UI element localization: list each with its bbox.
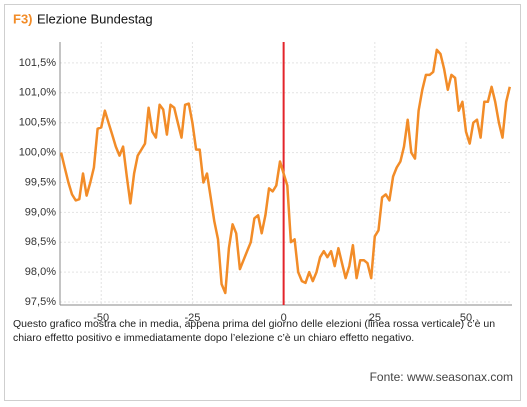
y-tick-label: 98,0% (25, 266, 56, 278)
chart-title: Elezione Bundestag (37, 11, 153, 26)
y-tick-label: 101,5% (19, 57, 57, 69)
x-tick-label: 0 (281, 312, 287, 324)
source: Fonte: www.seasonax.com (369, 370, 513, 384)
title-prefix: F3) (13, 11, 33, 26)
y-tick-label: 100,0% (19, 146, 57, 158)
x-tick-label: 50 (460, 312, 472, 324)
y-tick-label: 99,0% (25, 206, 56, 218)
y-tick-label: 101,0% (19, 87, 57, 99)
y-tick-label: 98,5% (25, 236, 56, 248)
note: Questo grafico mostra che in media, appe… (13, 318, 496, 344)
y-tick-label: 100,5% (19, 117, 57, 129)
x-tick-label: -25 (184, 312, 200, 324)
y-tick-label: 97,5% (25, 296, 56, 308)
frame (4, 4, 521, 401)
x-tick-label: -50 (93, 312, 109, 324)
x-tick-label: 25 (369, 312, 381, 324)
series-line (59, 48, 512, 295)
y-tick-label: 99,5% (25, 176, 56, 188)
